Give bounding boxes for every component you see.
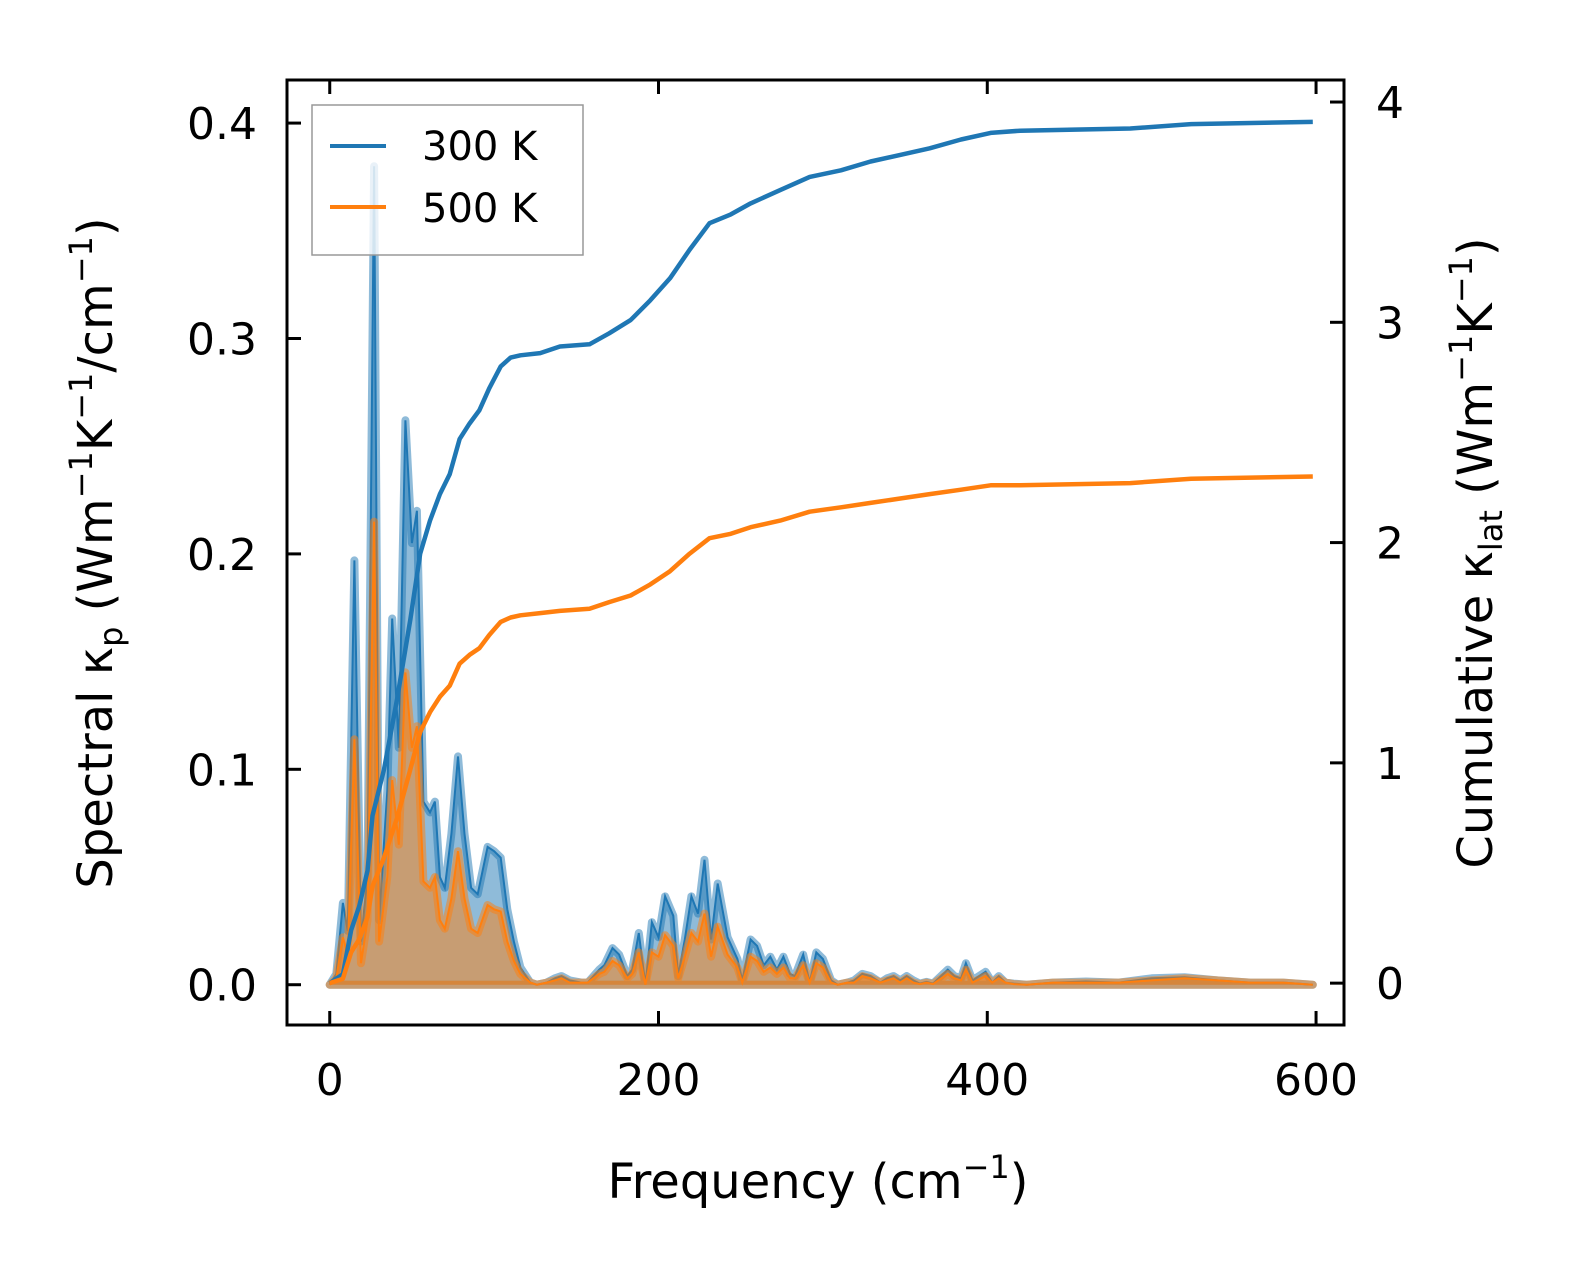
plot-area [325, 119, 1317, 989]
x-tick-label: 200 [617, 1055, 701, 1106]
axis-ticks: 0 200 400 600 0.0 0.1 0.2 0.3 0.4 0 1 2 3 4 [187, 78, 1404, 1106]
y-right-tick-label: 4 [1376, 78, 1404, 129]
right-y-axis-label: Cumulative κlat (Wm−1K−1) [1442, 237, 1510, 868]
legend: 300 K 500 K [311, 104, 584, 256]
y-right-tick-label: 0 [1376, 959, 1404, 1010]
cumulative-line-500k [328, 474, 1313, 986]
x-tick-label: 600 [1274, 1055, 1358, 1106]
y-right-tick-label: 1 [1376, 739, 1404, 790]
cumulative-line-300k [328, 119, 1313, 985]
left-y-axis-label: Spectral κp (Wm−1K−1/cm−1) [62, 217, 130, 888]
legend-label-300k: 300 K [422, 124, 539, 170]
y-left-tick-label: 0.4 [187, 99, 257, 150]
y-right-tick-label: 3 [1376, 298, 1404, 349]
spectral-line-500k [329, 521, 1313, 986]
x-axis-label: Frequency (cm−1) [607, 1148, 1028, 1210]
x-tick-label: 400 [945, 1055, 1029, 1106]
y-left-tick-label: 0.3 [187, 314, 257, 365]
legend-label-500k: 500 K [422, 186, 539, 232]
x-tick-label: 0 [316, 1055, 344, 1106]
spectral-line-300k [328, 166, 1313, 986]
y-left-tick-label: 0.1 [187, 745, 257, 796]
spectral-area-300k [325, 162, 1317, 989]
y-left-tick-label: 0.2 [187, 530, 257, 581]
y-left-tick-label: 0.0 [187, 961, 257, 1012]
y-right-tick-label: 2 [1376, 519, 1404, 570]
legend-frame [311, 104, 584, 256]
